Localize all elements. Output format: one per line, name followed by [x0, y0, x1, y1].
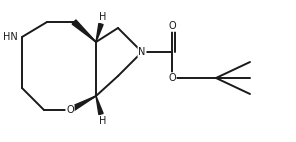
Polygon shape — [72, 20, 96, 42]
Text: HN: HN — [3, 32, 18, 42]
Text: O: O — [168, 21, 176, 31]
Polygon shape — [69, 96, 96, 112]
Text: H: H — [99, 116, 107, 126]
Polygon shape — [96, 96, 103, 115]
Text: N: N — [138, 47, 146, 57]
Polygon shape — [96, 23, 103, 42]
Text: H: H — [99, 12, 107, 22]
Text: O: O — [66, 105, 74, 115]
Text: O: O — [168, 73, 176, 83]
